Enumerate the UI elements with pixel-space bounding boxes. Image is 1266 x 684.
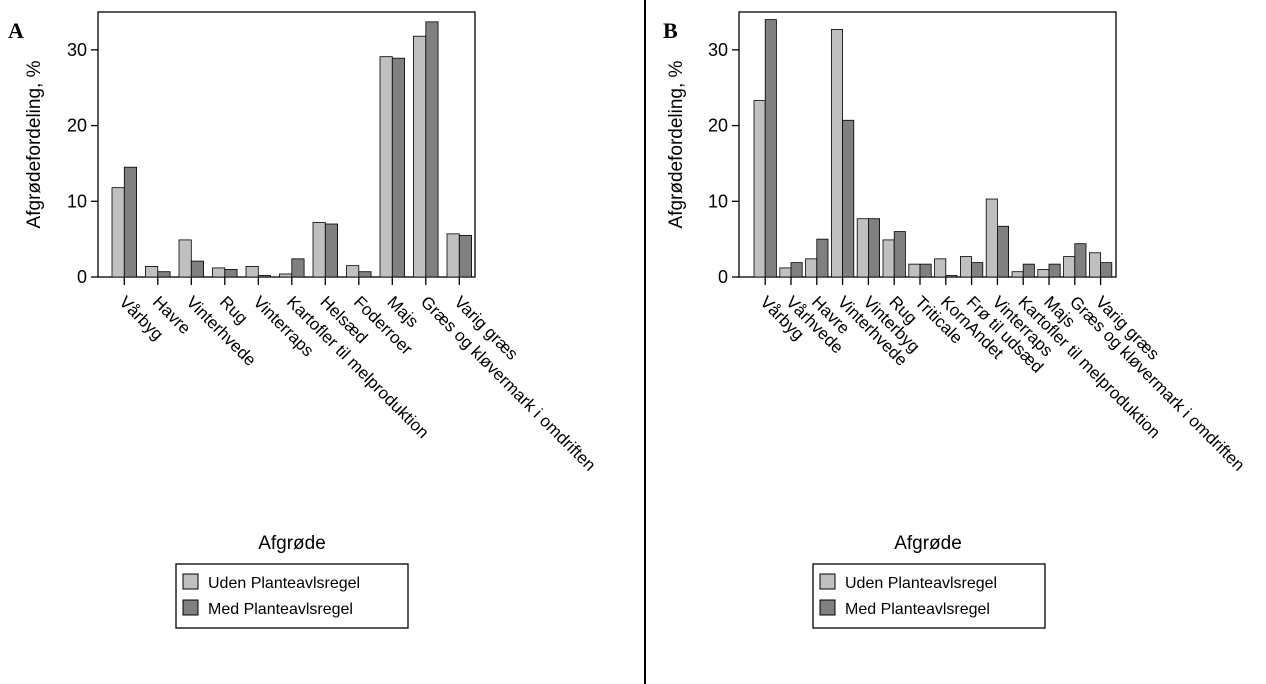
bar-med — [224, 269, 238, 278]
bar-med — [842, 119, 855, 278]
y-tick-label: 0 — [77, 267, 87, 287]
y-tick-label: 10 — [67, 191, 87, 211]
legend-box — [175, 563, 409, 629]
bar-uden — [934, 258, 947, 278]
bar-med — [868, 218, 881, 278]
bar-med — [893, 231, 906, 278]
bar-med — [764, 19, 777, 278]
bar-uden — [1011, 271, 1024, 278]
legend-swatch — [819, 573, 836, 590]
bar-uden — [346, 265, 360, 278]
legend-label: Med Planteavlsregel — [208, 601, 353, 618]
bar-med — [1100, 262, 1113, 278]
legend-label: Uden Planteavlsregel — [208, 575, 360, 592]
legend-box — [812, 563, 1046, 629]
bar-uden — [1089, 252, 1102, 278]
panel-a: A0102030VårbygHavreVinterhvedeRugVinterr… — [8, 11, 599, 629]
legend: Uden Planteavlsregel Med Planteavlsregel — [175, 563, 409, 629]
bar-uden — [245, 265, 259, 278]
category-label: Græs og kløvermark i omdriften — [417, 292, 599, 474]
bar-uden — [446, 233, 460, 278]
bar-uden — [145, 265, 159, 278]
bar-uden — [111, 187, 125, 278]
panel-b: B0102030VårbygVårhvedeHavreVinterhvedeVi… — [663, 11, 1248, 629]
bar-uden — [413, 35, 427, 278]
y-axis-title: Afgrødefordeling, % — [24, 60, 45, 228]
bar-uden — [279, 273, 293, 278]
bar-uden — [753, 100, 766, 278]
bar-med — [971, 262, 984, 278]
bar-med — [458, 234, 472, 278]
bar-uden — [856, 218, 869, 278]
bar-uden — [1037, 269, 1050, 278]
y-tick-label: 20 — [708, 116, 728, 136]
y-tick-label: 20 — [67, 116, 87, 136]
y-axis-title: Afgrødefordeling, % — [666, 60, 687, 228]
bar-uden — [779, 267, 792, 278]
x-axis-title: Afgrøde — [258, 533, 326, 554]
bar-uden — [1063, 256, 1076, 278]
panel-letter: A — [8, 18, 24, 43]
bar-med — [391, 57, 405, 278]
bar-med — [1074, 243, 1087, 278]
bar-med — [997, 225, 1010, 278]
bar-med — [816, 238, 829, 278]
bar-uden — [178, 239, 192, 278]
bar-uden — [882, 239, 895, 278]
bar-med — [790, 262, 803, 278]
plot-frame — [738, 11, 1117, 278]
y-tick-label: 30 — [708, 40, 728, 60]
bar-med — [919, 263, 932, 278]
legend-label: Med Planteavlsregel — [845, 601, 990, 618]
bar-uden — [212, 267, 226, 278]
y-tick-label: 10 — [708, 191, 728, 211]
bar-med — [190, 260, 205, 278]
bar-med — [123, 166, 138, 278]
bar-uden — [908, 263, 921, 278]
bar-med — [324, 223, 338, 278]
bar-med — [291, 258, 305, 278]
bar-med — [1022, 263, 1035, 278]
panel-letter: B — [663, 18, 678, 43]
bar-med — [425, 21, 439, 278]
y-tick-label: 30 — [67, 40, 87, 60]
bar-med — [945, 275, 958, 278]
bar-uden — [831, 29, 844, 278]
x-axis-title: Afgrøde — [894, 533, 962, 554]
bar-med — [1048, 263, 1061, 278]
bar-uden — [379, 56, 393, 278]
y-tick-label: 0 — [718, 267, 728, 287]
bar-uden — [985, 198, 998, 278]
bar-med — [157, 271, 171, 278]
bar-uden — [805, 258, 818, 278]
legend-swatch — [819, 599, 836, 616]
bar-med — [257, 275, 271, 278]
legend-label: Uden Planteavlsregel — [845, 575, 997, 592]
legend-swatch — [182, 599, 199, 616]
bar-med — [358, 271, 372, 278]
bar-uden — [312, 222, 326, 278]
legend-swatch — [182, 573, 199, 590]
legend: Uden Planteavlsregel Med Planteavlsregel — [812, 563, 1046, 629]
bar-uden — [960, 256, 973, 278]
